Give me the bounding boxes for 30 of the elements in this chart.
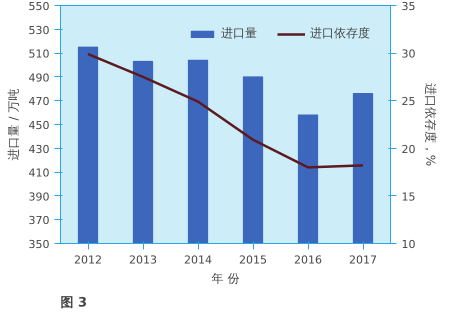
legend-label: 进口依存度 [310, 25, 370, 42]
y-tick-label: 390 [28, 190, 50, 204]
y2-tick-label: 15 [402, 190, 416, 204]
y-tick-label: 450 [28, 119, 50, 132]
y-tick-label: 430 [28, 142, 50, 156]
x-tick-label: 2014 [184, 254, 212, 266]
x-tick-label: 2012 [74, 254, 102, 266]
y2-tick-label: 25 [402, 95, 416, 108]
y2-tick-label: 20 [402, 142, 416, 156]
y-tick-label: 530 [28, 24, 50, 37]
x-tick-label: 2017 [349, 254, 378, 266]
y-tick-label: 410 [28, 166, 50, 180]
y2-tick-label: 30 [402, 48, 416, 61]
y2-axis-title: 进口依存度，% [423, 82, 438, 166]
y-tick-label: 470 [28, 95, 50, 108]
x-tick-label: 2016 [294, 254, 322, 266]
line-series [86, 52, 364, 169]
x-tick-label: 2013 [129, 254, 158, 266]
y2-tick-label: 10 [402, 238, 416, 251]
x-axis-title: 年 份 [212, 272, 240, 286]
y-tick-label: 350 [28, 238, 50, 251]
y-tick-label: 550 [28, 0, 50, 13]
legend-label: 进口量 [221, 25, 257, 42]
y-tick-label: 490 [28, 71, 50, 84]
caption: 图 3 [60, 296, 88, 310]
y2-tick-label: 35 [402, 0, 416, 13]
y-tick-label: 370 [28, 214, 50, 228]
y-tick-label: 510 [28, 48, 50, 61]
x-tick-label: 2015 [239, 254, 268, 266]
y-axis-title: 进口量 / 万吨 [6, 88, 21, 160]
